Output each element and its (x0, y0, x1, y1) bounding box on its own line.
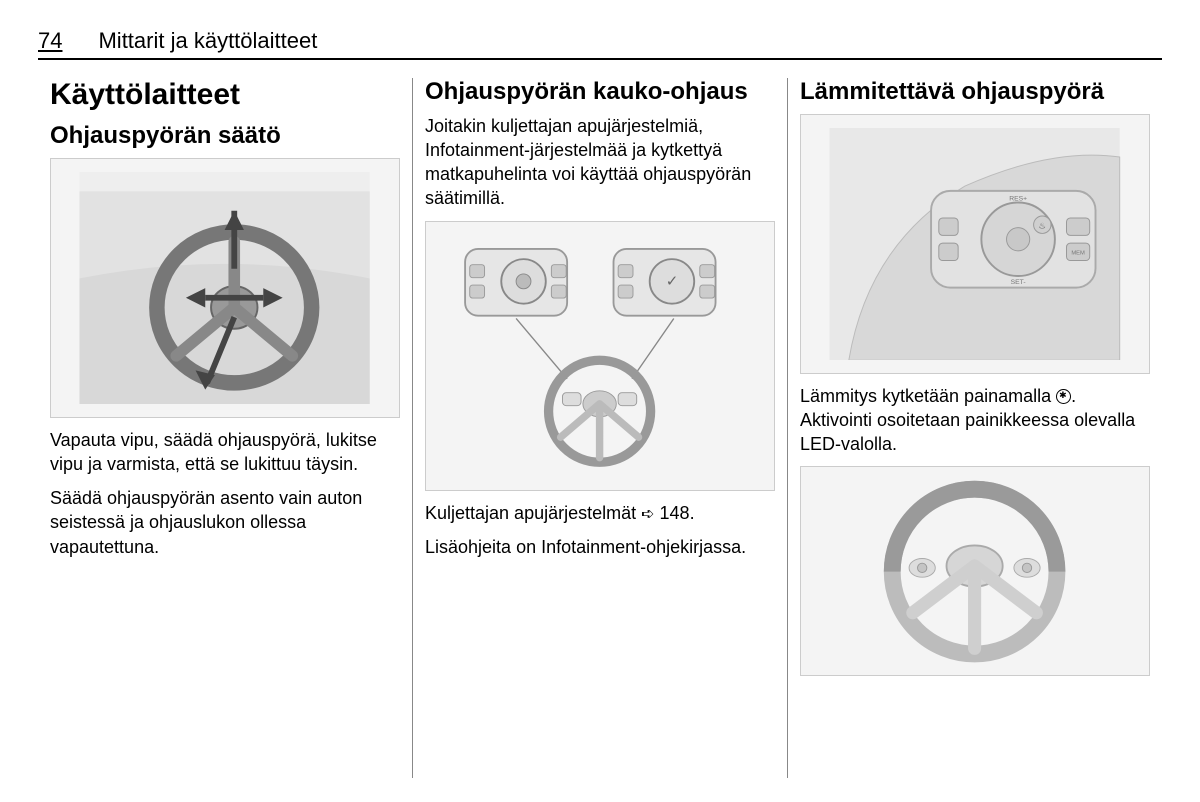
xref-arrow-icon: ➪ (641, 506, 654, 523)
column-3: Lämmitettävä ohjauspyörä ♨ RES+ SET- (787, 78, 1162, 778)
page-number: 74 (38, 28, 62, 54)
section-heading: Käyttölaitteet (50, 78, 400, 112)
figure-steering-adjust (50, 158, 400, 418)
figure-heated-wheel-button: ♨ RES+ SET- MEM (800, 114, 1150, 374)
column-1: Käyttölaitteet Ohjauspyörän säätö Vapaut… (38, 78, 412, 778)
subsection-heading: Ohjauspyörän säätö (50, 122, 400, 150)
subsection-heading: Ohjauspyörän kauko-ohjaus (425, 78, 775, 106)
heated-wheel-button-illustration: ♨ RES+ SET- MEM (818, 128, 1131, 360)
svg-text:✓: ✓ (666, 274, 678, 290)
svg-text:RES+: RES+ (1010, 195, 1028, 202)
body-text: Säädä ohjauspyörän asento vain auton sei… (50, 486, 400, 559)
chapter-title: Mittarit ja käyttölaitteet (98, 28, 317, 54)
body-text: Lisäohjeita on Infotainment-ohjekir­jass… (425, 535, 775, 559)
steering-remote-illustration: ✓ (443, 235, 756, 476)
steering-adjust-illustration (68, 172, 381, 404)
body-text: Vapauta vipu, säädä ohjauspyörä, lukitse… (50, 428, 400, 477)
svg-text:SET-: SET- (1011, 278, 1026, 285)
svg-text:♨: ♨ (1039, 220, 1047, 230)
svg-text:MEM: MEM (1072, 250, 1086, 256)
body-text-xref: Kuljettajan apujärjestelmät ➪ 148. (425, 501, 775, 526)
heated-wheel-icon (1056, 389, 1071, 404)
page-header: 74 Mittarit ja käyttölaitteet (38, 28, 1162, 60)
content-columns: Käyttölaitteet Ohjauspyörän säätö Vapaut… (38, 78, 1162, 778)
figure-steering-remote: ✓ (425, 221, 775, 491)
figure-steering-wheel (800, 466, 1150, 676)
body-text: Lämmitys kytketään painamalla . Aktivoin… (800, 384, 1150, 457)
steering-wheel-illustration (818, 478, 1131, 665)
body-text: Joitakin kuljettajan apujärjestelmiä, In… (425, 114, 775, 211)
subsection-heading: Lämmitettävä ohjauspyörä (800, 78, 1150, 106)
column-2: Ohjauspyörän kauko-ohjaus Joitakin kulje… (412, 78, 787, 778)
